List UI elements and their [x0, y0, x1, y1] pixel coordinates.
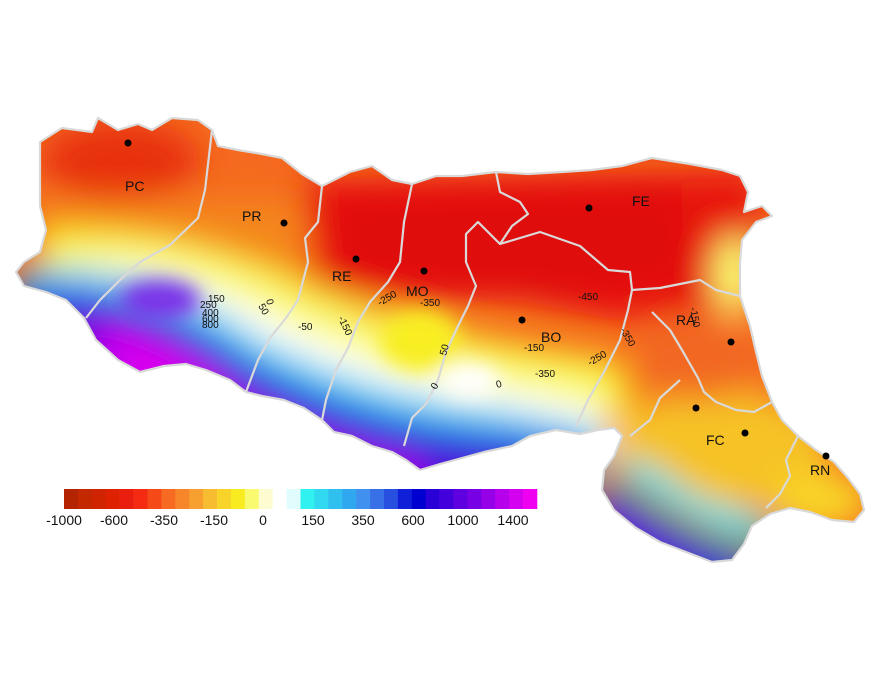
city-dot-fc1	[692, 404, 700, 412]
legend-swatch	[77, 489, 93, 509]
city-label-fc: FC	[706, 432, 725, 448]
contour-label: 800	[202, 320, 219, 331]
contour-label: 150	[208, 294, 225, 305]
legend-swatch	[175, 489, 190, 509]
legend-swatch	[244, 489, 260, 509]
legend-label: -350	[150, 512, 178, 528]
city-label-rn: RN	[810, 462, 830, 478]
contour-label: 0	[495, 379, 504, 391]
legend-label: 150	[301, 512, 325, 528]
legend-swatch	[230, 489, 246, 509]
city-dot-re	[352, 255, 360, 263]
contour-label: 400	[202, 308, 219, 319]
legend-labels: -1000 -600 -350 -150 0 150 350 600 1000 1400	[46, 512, 529, 528]
legend-label: 0	[259, 512, 267, 528]
contour-label: 0	[429, 381, 442, 392]
legend-swatch	[467, 489, 482, 509]
legend-label: -150	[200, 512, 228, 528]
city-label-ra: RA	[676, 312, 696, 328]
city-label-pr: PR	[242, 208, 261, 224]
legend-swatch	[481, 489, 496, 509]
contour-label: 0	[263, 298, 275, 307]
contour-label: -150	[524, 343, 544, 354]
contour-label: -450	[578, 292, 598, 303]
city-label-pc: PC	[125, 178, 144, 194]
color-legend: -1000 -600 -350 -150 0 150 350 600 1000 1400	[46, 489, 538, 528]
city-dot-pr	[280, 219, 288, 227]
legend-label: 350	[351, 512, 375, 528]
city-dot-bo	[518, 316, 526, 324]
legend-swatch	[64, 489, 79, 509]
legend-swatch	[495, 489, 510, 509]
contour-label: 50	[438, 343, 452, 357]
legend-swatch	[258, 489, 273, 509]
legend-swatch	[286, 489, 301, 509]
legend-label: 1400	[497, 512, 528, 528]
contour-label: 600	[202, 314, 219, 325]
legend-swatch	[425, 489, 440, 509]
legend-swatch	[314, 489, 329, 509]
city-markers: PC PR RE MO BO FE RA FC RN	[124, 139, 830, 478]
contour-label: -150	[687, 307, 701, 329]
legend-swatch	[397, 489, 413, 509]
legend-swatch	[91, 489, 107, 509]
city-label-re: RE	[332, 268, 351, 284]
legend-swatch	[147, 489, 162, 509]
legend-swatch	[356, 489, 371, 509]
contour-label: -350	[535, 369, 555, 380]
legend-swatch	[411, 489, 426, 509]
contour-label: 250	[200, 300, 217, 311]
city-label-fe: FE	[632, 193, 650, 209]
legend-swatch	[509, 489, 524, 509]
legend-swatch	[105, 489, 120, 509]
city-dot-mo	[420, 267, 428, 275]
legend-swatches	[64, 489, 538, 509]
legend-swatch	[272, 489, 287, 509]
contour-labels: 150 250 400 600 800 0 50 -50 -150 -250 -…	[200, 289, 701, 392]
legend-swatch	[217, 489, 232, 509]
contour-label: -50	[298, 322, 313, 333]
legend-swatch	[439, 489, 454, 509]
province-borders	[14, 116, 866, 564]
city-dot-fe	[585, 204, 593, 212]
legend-swatch	[523, 489, 538, 509]
contour-label: -350	[420, 298, 440, 309]
legend-swatch	[203, 489, 218, 509]
legend-label: -1000	[46, 512, 82, 528]
legend-swatch	[119, 489, 134, 509]
legend-swatch	[453, 489, 468, 509]
legend-label: -600	[100, 512, 128, 528]
legend-label: 1000	[447, 512, 478, 528]
contour-label: 50	[255, 302, 270, 318]
city-label-bo: BO	[541, 329, 561, 345]
legend-swatch	[328, 489, 343, 509]
legend-label: 600	[401, 512, 425, 528]
legend-swatch	[370, 489, 385, 509]
legend-swatch	[383, 489, 399, 509]
legend-swatch	[133, 489, 148, 509]
legend-swatch	[300, 489, 315, 509]
legend-swatch	[342, 489, 357, 509]
city-dot-fc2	[741, 429, 749, 437]
city-dot-ra	[727, 338, 735, 346]
city-dot-pc	[124, 139, 132, 147]
legend-swatch	[161, 489, 176, 509]
city-dot-rn	[822, 452, 830, 460]
legend-swatch	[189, 489, 204, 509]
city-label-mo: MO	[406, 283, 429, 299]
